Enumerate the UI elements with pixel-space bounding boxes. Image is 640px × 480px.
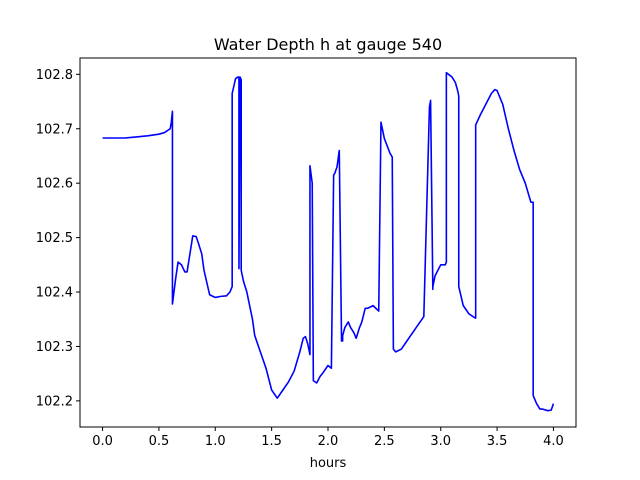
x-tick-label: 1.0 [205, 434, 226, 449]
y-tick-label: 102.3 [36, 340, 73, 355]
x-tick-label: 2.5 [374, 434, 395, 449]
x-tick-label: 1.5 [261, 434, 282, 449]
series-line-0 [102, 71, 555, 412]
y-tick-label: 102.2 [36, 394, 73, 409]
y-tick-label: 102.8 [36, 68, 73, 83]
y-tick-label: 102.5 [36, 231, 73, 246]
x-axis-label: hours [310, 456, 347, 471]
series-layer [102, 71, 555, 412]
chart-title: Water Depth h at gauge 540 [214, 35, 442, 54]
x-tick-label: 2.0 [318, 434, 339, 449]
x-tick-label: 3.5 [487, 434, 508, 449]
x-tick-label: 3.0 [430, 434, 451, 449]
plot-background [80, 58, 576, 427]
x-tick-label: 4.0 [543, 434, 564, 449]
y-tick-label: 102.7 [36, 122, 73, 137]
x-tick-label: 0.0 [92, 434, 113, 449]
y-tick-label: 102.4 [36, 286, 73, 301]
x-tick-label: 0.5 [149, 434, 170, 449]
y-tick-label: 102.6 [36, 177, 73, 192]
x-axis: 0.0 0.5 1.0 1.5 2.0 2.5 3.0 3.5 4.0 [92, 427, 564, 449]
y-axis: 102.2 102.3 102.4 102.5 102.6 102.7 102.8 [36, 68, 80, 409]
